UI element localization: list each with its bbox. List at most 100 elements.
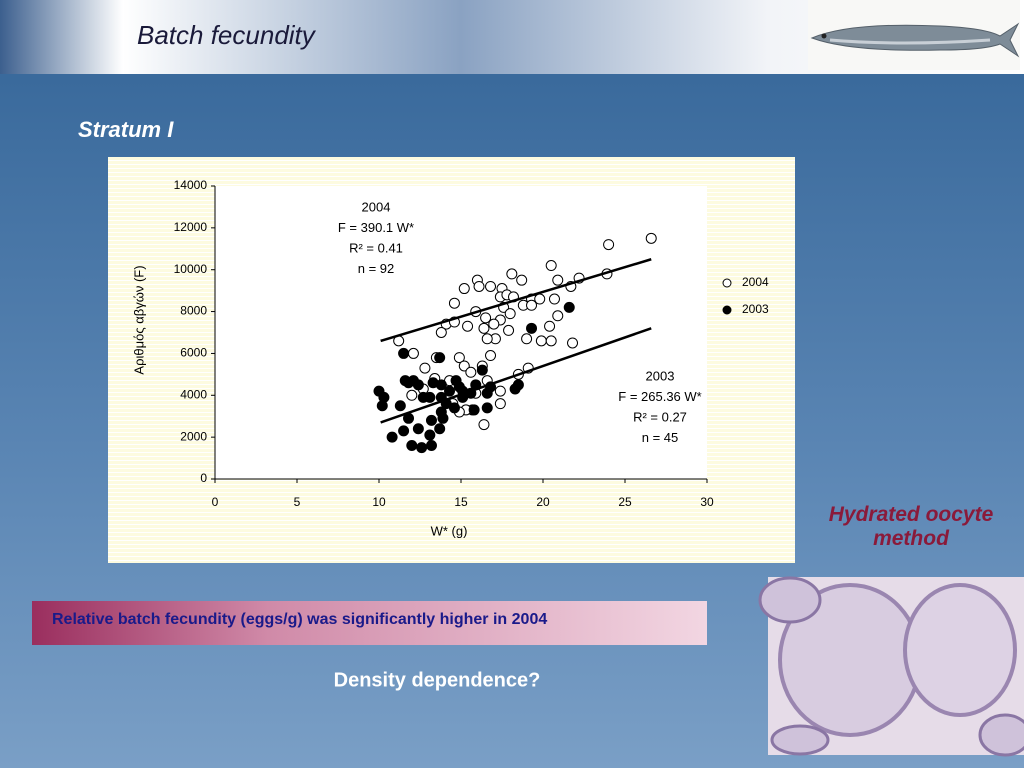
- point: [526, 322, 538, 334]
- point: [552, 310, 564, 322]
- method-label: Hydrated oocyte method: [828, 503, 994, 550]
- point: [386, 431, 398, 443]
- point: [458, 283, 470, 295]
- point: [473, 280, 485, 292]
- y-tick-label: 14000: [174, 178, 208, 192]
- point: [434, 423, 446, 435]
- point: [435, 406, 447, 418]
- legend-label: 2004: [742, 275, 769, 289]
- point: [488, 318, 500, 330]
- point: [503, 324, 515, 336]
- annotation: F = 265.36 W*: [618, 389, 701, 404]
- point: [480, 312, 492, 324]
- point: [407, 375, 419, 387]
- point: [512, 379, 524, 391]
- histology-image: [758, 576, 1024, 757]
- title: Batch fecundity: [137, 20, 317, 50]
- y-tick-label: 2000: [180, 429, 207, 443]
- point: [544, 320, 556, 332]
- question: Density dependence?: [334, 669, 541, 691]
- point: [485, 280, 497, 292]
- point: [478, 322, 490, 334]
- point: [435, 379, 447, 391]
- point: [425, 414, 437, 426]
- point: [476, 364, 488, 376]
- point: [448, 297, 460, 309]
- legend-label: 2003: [742, 302, 769, 316]
- point: [603, 239, 615, 251]
- point: [494, 385, 506, 397]
- plot-area: [215, 186, 707, 479]
- point: [506, 268, 518, 280]
- x-tick-label: 20: [536, 495, 550, 509]
- point: [394, 400, 406, 412]
- point: [453, 352, 465, 364]
- point: [434, 352, 446, 364]
- x-axis-label: W* (g): [431, 523, 468, 538]
- point: [567, 337, 579, 349]
- point: [548, 293, 560, 305]
- point: [485, 350, 497, 362]
- annotation: R² = 0.41: [349, 240, 403, 255]
- y-tick-label: 4000: [180, 387, 207, 401]
- point: [552, 274, 564, 286]
- y-tick-label: 10000: [174, 262, 208, 276]
- point: [416, 442, 428, 454]
- point: [462, 320, 474, 332]
- point: [406, 440, 418, 452]
- point: [406, 389, 418, 401]
- legend-marker: [722, 278, 732, 288]
- point: [535, 335, 547, 347]
- point: [468, 404, 480, 416]
- y-tick-label: 6000: [180, 346, 207, 360]
- y-tick-label: 12000: [174, 220, 208, 234]
- point: [407, 347, 419, 359]
- x-tick-label: 15: [454, 495, 468, 509]
- point: [521, 333, 533, 345]
- point: [458, 360, 470, 372]
- point: [424, 391, 436, 403]
- x-tick-label: 10: [372, 495, 386, 509]
- point: [435, 327, 447, 338]
- annotation: n = 92: [358, 261, 395, 276]
- point: [516, 274, 528, 286]
- point: [448, 402, 460, 414]
- x-tick-label: 25: [618, 495, 632, 509]
- point: [545, 335, 557, 347]
- y-tick-label: 8000: [180, 304, 207, 318]
- point: [478, 419, 490, 431]
- point: [494, 398, 506, 410]
- point: [398, 425, 410, 437]
- y-tick-label: 0: [200, 471, 207, 485]
- point: [481, 402, 493, 414]
- point: [444, 385, 456, 397]
- point: [425, 440, 437, 452]
- annotation: F = 390.1 W*: [338, 220, 414, 235]
- x-tick-label: 5: [294, 495, 301, 509]
- annotation: 2003: [646, 368, 675, 383]
- trend-line: [380, 327, 652, 424]
- caption: Relative batch fecundity (eggs/g) was si…: [52, 611, 547, 628]
- point: [481, 333, 493, 345]
- point: [376, 400, 388, 412]
- x-tick-label: 30: [700, 495, 714, 509]
- point: [526, 299, 538, 311]
- point: [398, 347, 410, 359]
- point: [424, 429, 436, 441]
- fish-icon: [808, 0, 1020, 70]
- point: [504, 308, 516, 320]
- y-axis-label: Αριθμός αβγών (F): [131, 265, 146, 374]
- annotation: R² = 0.27: [633, 409, 687, 424]
- trend-line: [380, 258, 652, 343]
- point: [412, 423, 424, 435]
- x-tick-label: 0: [212, 495, 219, 509]
- caption-box: [32, 601, 707, 645]
- point: [563, 301, 575, 313]
- legend-marker: [722, 305, 732, 315]
- point: [645, 232, 657, 244]
- annotation: 2004: [362, 199, 391, 214]
- subtitle: Stratum I: [78, 117, 174, 142]
- point: [465, 366, 477, 378]
